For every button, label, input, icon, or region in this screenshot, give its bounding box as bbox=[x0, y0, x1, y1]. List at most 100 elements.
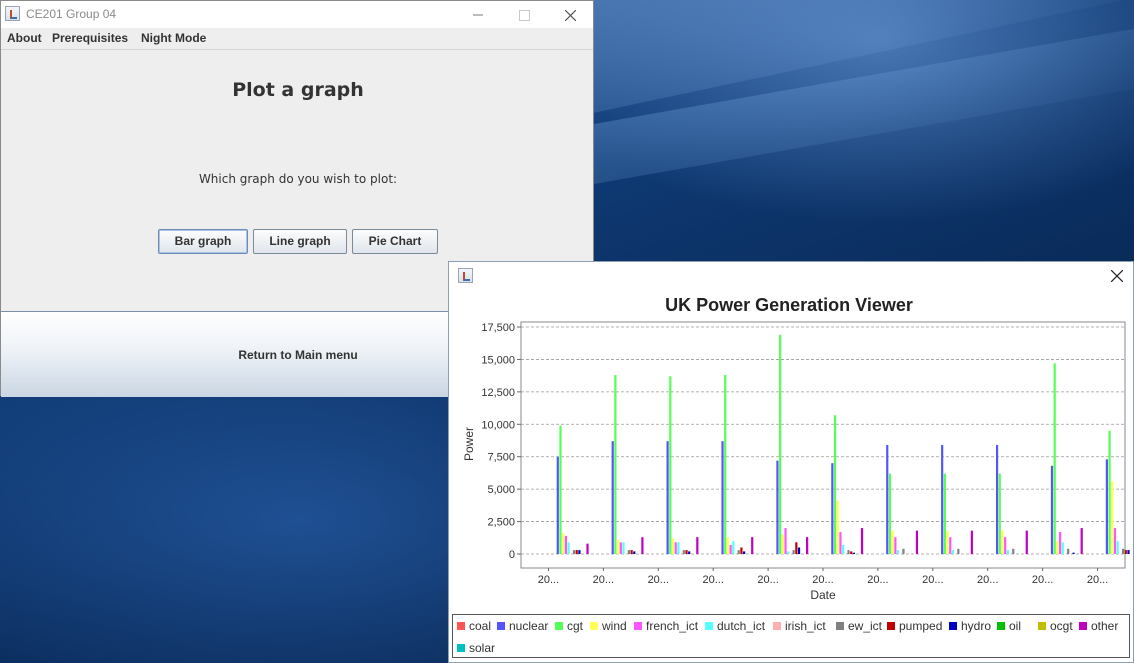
legend-item-other: other bbox=[1079, 619, 1118, 633]
legend-item-ocgt: ocgt bbox=[1038, 619, 1073, 633]
x-tick-label: 20... bbox=[1032, 574, 1053, 586]
graph-question: Which graph do you wish to plot: bbox=[198, 172, 398, 186]
bar-cgt bbox=[614, 374, 617, 554]
plot-area bbox=[520, 321, 1126, 569]
bar-ew_ict bbox=[957, 548, 960, 554]
bar-dutch_ict bbox=[1116, 541, 1119, 554]
minimize-icon bbox=[473, 14, 483, 16]
legend-label: hydro bbox=[961, 619, 992, 633]
legend-item-ew_ict: ew_ict bbox=[836, 619, 882, 633]
page-title: Plot a graph bbox=[232, 79, 364, 101]
bar-hydro bbox=[852, 552, 856, 554]
bar-pumped bbox=[795, 542, 798, 554]
bar-french_ict bbox=[564, 535, 567, 554]
bar-nuclear bbox=[1050, 465, 1054, 554]
legend-label: wind bbox=[602, 619, 627, 633]
bar-cgt bbox=[998, 473, 1001, 554]
maximize-button[interactable] bbox=[501, 1, 547, 28]
bar-ew_ict bbox=[682, 550, 685, 554]
bar-chart: UK Power Generation Viewer 0 2,500 5,000 7,… bbox=[462, 295, 1130, 602]
chart-title: UK Power Generation Viewer bbox=[665, 295, 913, 315]
legend-swatch bbox=[457, 643, 465, 652]
bar-nuclear bbox=[611, 441, 614, 554]
legend-swatch bbox=[1079, 621, 1087, 630]
x-tick-label: 20... bbox=[593, 574, 614, 586]
legend-item-dutch_ict: dutch_ict bbox=[705, 619, 765, 633]
bar-wind bbox=[946, 530, 949, 554]
bar-other bbox=[586, 543, 589, 554]
bar-wind bbox=[1056, 541, 1059, 554]
bar-nuclear bbox=[995, 445, 999, 554]
x-tick-label: 20... bbox=[648, 574, 669, 586]
bar-cgt bbox=[559, 425, 562, 554]
menu-prerequisites[interactable]: Prerequisites bbox=[52, 31, 129, 45]
x-tick-label: 20... bbox=[922, 574, 943, 586]
legend-label: irish_ict bbox=[785, 619, 826, 633]
bar-pumped bbox=[740, 547, 743, 554]
bar-wind bbox=[671, 538, 675, 554]
legend-swatch bbox=[555, 621, 563, 630]
bar-wind bbox=[562, 533, 565, 554]
bar-wind bbox=[1001, 530, 1004, 554]
y-tick-label: 10,000 bbox=[481, 419, 515, 431]
bar-wind bbox=[726, 537, 730, 554]
x-axis-label: Date bbox=[810, 588, 836, 602]
bar-french_ict bbox=[839, 531, 842, 554]
x-tick-label: 20... bbox=[1087, 574, 1108, 586]
bar-hydro bbox=[578, 550, 581, 554]
legend-swatch bbox=[949, 621, 957, 630]
close-icon bbox=[1110, 269, 1124, 283]
bar-other bbox=[751, 537, 754, 554]
legend-label: dutch_ict bbox=[717, 619, 766, 633]
bar-wind bbox=[891, 530, 894, 554]
y-tick-label: 15,000 bbox=[481, 354, 515, 366]
bar-french_ict bbox=[674, 542, 677, 554]
bar-dutch_ict bbox=[951, 550, 955, 554]
bar-hydro bbox=[797, 547, 801, 554]
bar-pumped bbox=[685, 550, 688, 554]
line-graph-button[interactable]: Line graph bbox=[253, 229, 347, 254]
bar-cgt bbox=[669, 376, 672, 554]
y-tick-label: 17,500 bbox=[481, 322, 515, 334]
bar-ew_ict bbox=[627, 550, 631, 554]
bar-dutch_ict bbox=[896, 550, 900, 554]
bar-cgt bbox=[1053, 363, 1056, 554]
bar-ew_ict bbox=[792, 550, 795, 554]
chart-title-bar[interactable] bbox=[449, 262, 1133, 289]
bar-other bbox=[970, 530, 973, 554]
bar-nuclear bbox=[556, 456, 559, 554]
chart-window: UK Power Generation Viewer 0 2,500 5,000 7,… bbox=[448, 261, 1134, 663]
menu-night-mode[interactable]: Night Mode bbox=[141, 31, 207, 45]
y-axis-label: Power bbox=[462, 427, 476, 461]
minimize-button[interactable] bbox=[455, 1, 501, 28]
x-tick-label: 20... bbox=[702, 574, 723, 586]
bar-other bbox=[1080, 528, 1083, 554]
bar-wind bbox=[836, 500, 839, 554]
bar-french_ict bbox=[1113, 528, 1117, 554]
bar-french_ict bbox=[894, 537, 897, 554]
bar-dutch_ict bbox=[567, 542, 570, 554]
pie-chart-button[interactable]: Pie Chart bbox=[352, 229, 438, 254]
legend-label: ew_ict bbox=[848, 619, 883, 633]
bars-layer bbox=[556, 334, 1130, 554]
close-button[interactable] bbox=[547, 1, 593, 28]
legend-label: cgt bbox=[567, 619, 584, 633]
bar-pumped bbox=[850, 551, 853, 554]
menu-about[interactable]: About bbox=[7, 31, 42, 45]
bar-cgt bbox=[724, 374, 727, 554]
bar-cgt bbox=[943, 473, 946, 554]
legend-item-cgt: cgt bbox=[555, 619, 583, 633]
bar-graph-button[interactable]: Bar graph bbox=[158, 229, 248, 254]
bar-other bbox=[641, 537, 644, 554]
legend-label: ocgt bbox=[1050, 619, 1073, 633]
bar-wind bbox=[1111, 481, 1114, 554]
legend-item-wind: wind bbox=[590, 619, 627, 633]
legend-swatch bbox=[590, 621, 598, 630]
bar-other bbox=[860, 528, 864, 554]
title-bar[interactable]: CE201 Group 04 bbox=[1, 1, 593, 28]
bar-ew_ict bbox=[1012, 548, 1015, 554]
legend-swatch bbox=[705, 621, 713, 630]
legend-item-french_ict: french_ict bbox=[634, 619, 698, 633]
legend-label: coal bbox=[469, 619, 492, 633]
chart-close-button[interactable] bbox=[1107, 266, 1127, 286]
